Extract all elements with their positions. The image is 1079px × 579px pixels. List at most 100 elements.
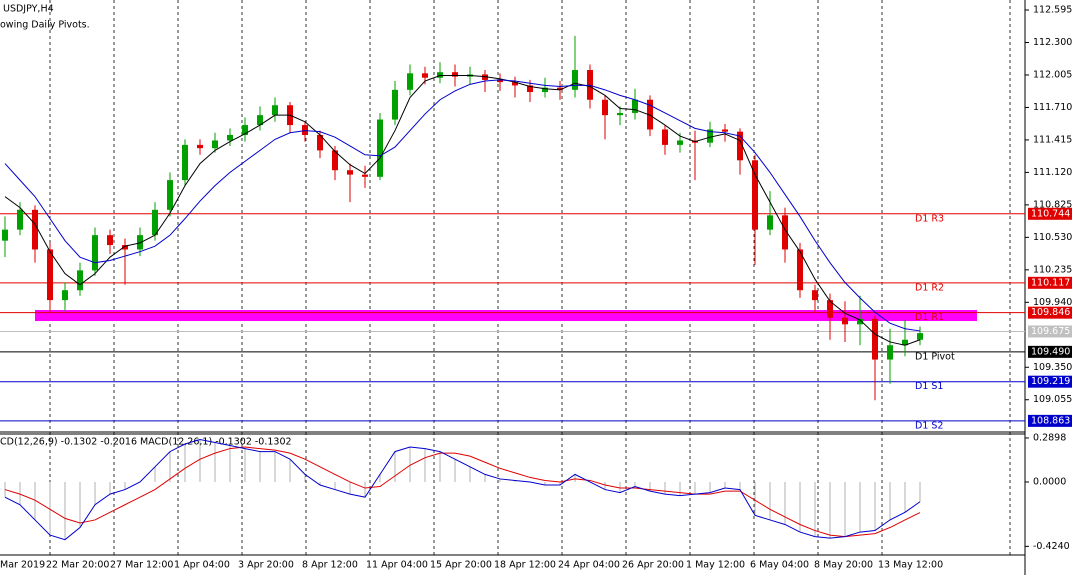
level-price-box xyxy=(1028,306,1072,319)
candle-body xyxy=(167,180,173,210)
macd-histogram-bar xyxy=(64,481,66,540)
level-name: D1 R1 xyxy=(915,312,944,323)
candle-body xyxy=(737,131,743,161)
macd-histogram-bar xyxy=(394,451,396,482)
y-tick-label: 110.825 xyxy=(1033,199,1072,210)
x-tick-label: 27 Mar 12:00 xyxy=(110,560,173,571)
macd-histogram-bar xyxy=(199,439,201,482)
y-tick-label: 112.595 xyxy=(1033,5,1072,16)
candle-body xyxy=(347,170,353,175)
macd-signal-line xyxy=(4,446,921,538)
candle-body xyxy=(662,129,668,145)
macd-histogram-bar xyxy=(919,481,921,502)
macd-histogram-bar xyxy=(754,481,756,516)
y-tick-label: 111.415 xyxy=(1033,134,1072,145)
y-tick-label: 0.0000 xyxy=(1033,476,1066,487)
candle-body xyxy=(842,317,848,325)
macd-histogram-bar xyxy=(409,447,411,482)
macd-histogram-bar xyxy=(619,481,621,493)
candle-body xyxy=(572,70,578,90)
x-tick-label: 26 Apr 20:00 xyxy=(622,560,684,571)
level-price-label: 108.863 xyxy=(1031,415,1070,426)
macd-histogram-bar xyxy=(634,481,636,487)
macd-histogram-bar xyxy=(469,466,471,482)
level-name: D1 S1 xyxy=(915,381,943,392)
pivot-zone xyxy=(35,310,977,322)
candle-body xyxy=(872,318,878,360)
macd-histogram-bar xyxy=(649,481,651,492)
macd-histogram-bar xyxy=(124,481,126,490)
macd-histogram-bar xyxy=(799,481,801,533)
macd-histogram-bar xyxy=(109,481,111,495)
level-name: D1 S2 xyxy=(915,420,943,431)
candle-body xyxy=(17,209,23,230)
candle-body xyxy=(377,119,383,177)
candle-body xyxy=(227,134,233,141)
candle-body xyxy=(407,73,413,90)
level-price-box xyxy=(1028,345,1072,358)
y-tick-label: -0.4240 xyxy=(1033,541,1070,552)
candle-body xyxy=(797,249,803,291)
candle-body xyxy=(317,134,323,151)
macd-histogram-bar xyxy=(289,459,291,482)
macd-histogram-bar xyxy=(604,481,606,490)
level-price-label: 109.846 xyxy=(1031,307,1070,318)
macd-histogram-bar xyxy=(739,481,741,490)
y-tick-label: 110.530 xyxy=(1033,232,1072,243)
macd-histogram-bar xyxy=(94,481,96,505)
level-price-label: 110.744 xyxy=(1031,208,1070,219)
macd-histogram-bar xyxy=(304,474,306,482)
x-tick-label: 22 Mar 20:00 xyxy=(46,560,109,571)
candle-body xyxy=(557,87,563,90)
candle-body xyxy=(362,174,368,177)
macd-histogram-bar xyxy=(214,442,216,482)
candle-body xyxy=(512,82,518,86)
candle-body xyxy=(32,209,38,250)
macd-histogram-bar xyxy=(814,481,816,537)
macd-histogram-bar xyxy=(244,448,246,482)
macd-histogram-bar xyxy=(514,480,516,482)
y-tick-label: 110.235 xyxy=(1033,264,1072,275)
macd-histogram-bar xyxy=(889,481,891,520)
level-price-box xyxy=(1028,375,1072,388)
macd-histogram-bar xyxy=(874,481,876,531)
candle-body xyxy=(392,89,398,120)
y-tick-label: 0.2898 xyxy=(1033,432,1066,443)
macd-histogram-bar xyxy=(364,481,366,498)
macd-line xyxy=(4,438,921,541)
candle-body xyxy=(77,270,83,291)
separators xyxy=(49,0,1011,555)
macd-histogram-bar xyxy=(319,481,321,486)
x-tick-label: 8 May 20:00 xyxy=(814,560,873,571)
macd-histogram-bar xyxy=(574,474,576,482)
macd-histogram-bar xyxy=(334,481,336,490)
candle-body xyxy=(302,125,308,135)
candle-body xyxy=(602,99,608,116)
level-price-box xyxy=(1028,276,1072,289)
macd-histogram-bar xyxy=(424,448,426,482)
candle-body xyxy=(272,105,278,116)
x-tick-label: 11 Apr 04:00 xyxy=(366,560,428,571)
candle-body xyxy=(677,140,683,145)
level-price-label: 109.490 xyxy=(1031,346,1070,357)
macd-histogram-bar xyxy=(694,481,696,495)
y-tick-label: 109.350 xyxy=(1033,362,1072,373)
x-tick-label: 24 Apr 04:00 xyxy=(558,560,620,571)
x-tick-label: 1 Apr 04:00 xyxy=(174,560,230,571)
y-tick-label: 112.300 xyxy=(1033,37,1072,48)
candle-body xyxy=(722,129,728,132)
x-tick-label: 3 Apr 20:00 xyxy=(238,560,294,571)
macd-histogram-bar xyxy=(679,481,681,496)
candle-body xyxy=(887,345,893,360)
candle-body xyxy=(707,129,713,143)
x-tick-label: 6 May 04:00 xyxy=(750,560,809,571)
macd-histogram-bar xyxy=(34,481,36,520)
macd-histogram-bar xyxy=(19,481,21,505)
candle-body xyxy=(332,150,338,171)
y-tick-label: 109.940 xyxy=(1033,297,1072,308)
macd-histogram-bar xyxy=(829,481,831,539)
candle-body xyxy=(437,72,443,78)
x-tick-label: 1 May 12:00 xyxy=(686,560,745,571)
y-tick-label: 111.120 xyxy=(1033,167,1072,178)
